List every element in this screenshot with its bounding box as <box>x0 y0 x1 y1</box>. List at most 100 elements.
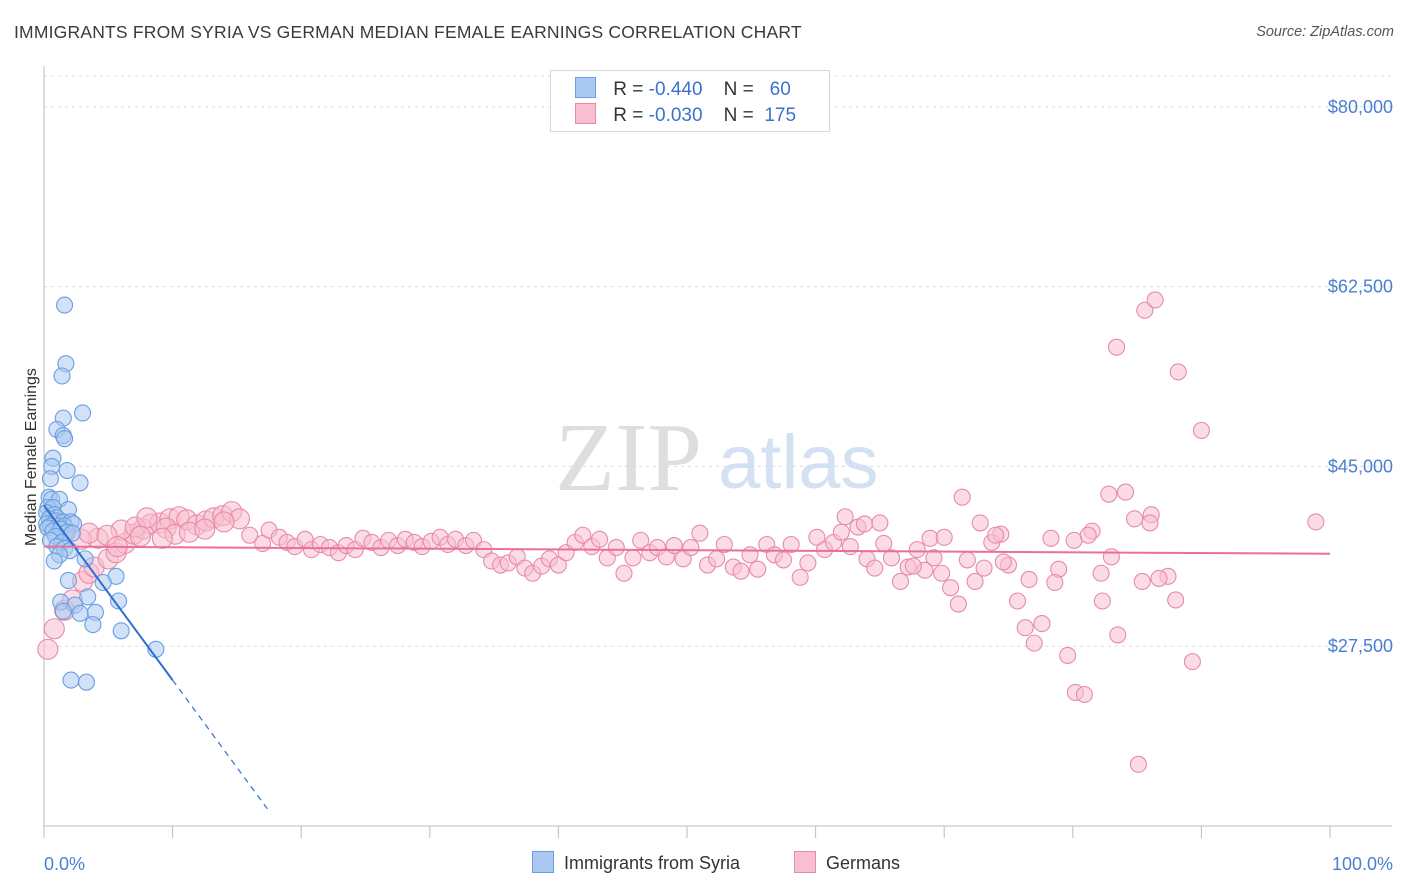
german-point <box>774 551 793 569</box>
german-point <box>1107 338 1126 356</box>
german-point <box>1125 510 1144 528</box>
german-point <box>1102 548 1120 566</box>
legend-n-value: 60 <box>769 79 791 100</box>
y-tick-label: $80,000 <box>1328 97 1393 117</box>
german-point <box>43 618 65 640</box>
german-point <box>1183 653 1201 671</box>
german-point <box>836 508 854 526</box>
german-point <box>549 556 567 574</box>
german-point <box>966 572 984 591</box>
legend-r-label: R = <box>613 105 644 126</box>
watermark-atlas: atlas <box>718 420 879 505</box>
german-point <box>1169 363 1187 381</box>
trend-line-syria-extension <box>172 679 270 812</box>
german-point <box>832 523 850 541</box>
german-point <box>1092 564 1110 582</box>
legend-r-label: R = <box>613 79 644 100</box>
german-point <box>682 539 700 557</box>
german-point <box>624 549 642 567</box>
german-point <box>1307 513 1325 531</box>
syria-point <box>58 461 76 480</box>
syria-point <box>62 671 80 689</box>
y-tick-label: $62,500 <box>1328 277 1393 297</box>
chart-title: IMMIGRANTS FROM SYRIA VS GERMAN MEDIAN F… <box>14 22 802 42</box>
source-credit: Source: ZipAtlas.com <box>1256 24 1394 40</box>
trend-line-germans <box>43 545 1331 555</box>
german-point <box>591 530 609 548</box>
german-point <box>882 549 901 567</box>
german-point <box>607 539 625 557</box>
german-point <box>574 526 592 544</box>
syria-point <box>59 571 77 590</box>
x-tick-label-max: 100.0% <box>1332 854 1393 874</box>
german-point <box>782 535 800 554</box>
german-point <box>1075 685 1093 704</box>
german-point <box>732 562 750 580</box>
german-point <box>1141 514 1159 532</box>
german-point <box>975 559 993 577</box>
german-point <box>1109 626 1127 644</box>
german-point <box>749 560 767 578</box>
german-point <box>241 526 259 544</box>
german-point <box>935 528 953 546</box>
german-point <box>841 537 859 556</box>
german-point <box>1008 592 1027 610</box>
german-point <box>799 554 817 572</box>
german-point <box>891 572 910 591</box>
german-point <box>1146 291 1164 309</box>
german-point <box>1065 531 1083 549</box>
y-tick-label: $45,000 <box>1328 456 1393 476</box>
german-point <box>136 507 158 529</box>
german-point <box>855 515 874 533</box>
german-point <box>908 541 926 559</box>
german-point <box>1016 619 1034 637</box>
german-point <box>925 549 943 567</box>
y-tick-label: $27,500 <box>1328 636 1393 656</box>
german-point <box>1192 421 1210 440</box>
german-point <box>942 579 960 597</box>
german-point <box>1116 483 1135 501</box>
german-point <box>921 529 939 547</box>
syria-point <box>74 404 92 422</box>
german-point <box>1100 485 1118 503</box>
german-point <box>1129 755 1147 773</box>
german-point <box>808 528 826 546</box>
german-point <box>37 638 59 660</box>
german-point <box>715 535 733 554</box>
german-point <box>1033 615 1051 633</box>
syria-point <box>94 573 112 592</box>
bottom-legend-swatch-syria <box>532 851 554 873</box>
syria-point <box>110 592 128 610</box>
german-point <box>78 522 100 544</box>
german-point <box>958 551 976 569</box>
trend-lines <box>43 504 1331 812</box>
syria-point <box>56 430 74 448</box>
german-point <box>904 557 922 575</box>
german-point <box>1133 572 1151 591</box>
legend-r-value: -0.030 <box>648 105 703 126</box>
syria-point <box>45 552 63 570</box>
syria-point <box>53 367 71 385</box>
bottom-legend-label-germans: Germans <box>826 853 901 873</box>
legend-n-label: N = <box>723 105 754 126</box>
german-point <box>875 534 893 553</box>
german-point <box>1150 569 1168 587</box>
german-point <box>791 568 809 586</box>
axes <box>43 66 1392 838</box>
german-point <box>129 525 151 547</box>
german-point <box>1059 646 1077 665</box>
german-point <box>194 518 216 540</box>
syria-point <box>84 616 102 634</box>
german-point <box>691 524 709 542</box>
bottom-legend-swatch-germans <box>794 851 816 873</box>
legend-r-value: -0.440 <box>648 79 703 100</box>
syria-point <box>71 474 89 492</box>
german-point <box>994 553 1012 571</box>
german-point <box>615 564 633 582</box>
german-point <box>708 550 726 568</box>
german-point <box>213 511 235 533</box>
syria-point <box>112 622 130 640</box>
german-point <box>1093 592 1111 610</box>
german-point <box>953 488 971 506</box>
